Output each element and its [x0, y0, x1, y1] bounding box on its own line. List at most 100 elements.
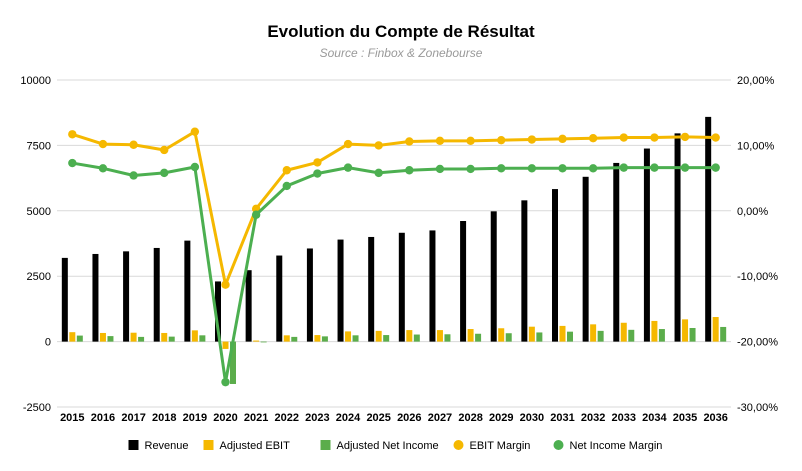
bar	[337, 239, 344, 342]
data-point	[251, 210, 261, 219]
bar	[383, 335, 390, 342]
bar-series	[61, 116, 727, 384]
right-axis-ticks: -30,00% -20,00% -10,00% 0,00% 10,00% 20,00%	[737, 75, 778, 414]
data-point	[129, 140, 138, 149]
x-axis-tick-label: 2034	[642, 412, 667, 424]
data-point	[680, 132, 690, 142]
data-point	[711, 133, 720, 142]
chart-title: Evolution du Compte de Résultat	[267, 22, 535, 41]
bar	[253, 340, 260, 342]
data-point	[619, 163, 628, 172]
bar	[130, 332, 137, 342]
bar	[467, 329, 474, 342]
bar	[138, 336, 145, 342]
bar	[651, 320, 658, 342]
bar	[199, 335, 206, 342]
bar	[597, 330, 604, 342]
bar	[92, 253, 99, 342]
data-point	[650, 163, 659, 172]
bar	[245, 270, 252, 342]
x-axis-tick-label: 2024	[336, 412, 361, 424]
data-point	[435, 136, 445, 146]
data-point	[497, 164, 506, 173]
data-point	[435, 164, 445, 174]
data-point	[650, 133, 659, 142]
legend-swatch	[203, 440, 214, 450]
data-point	[343, 139, 353, 149]
data-point	[68, 158, 77, 168]
x-axis-tick-label: 2023	[305, 412, 329, 424]
bar	[61, 257, 68, 342]
bar	[321, 336, 328, 342]
series-line	[71, 130, 716, 287]
data-point	[680, 163, 690, 172]
data-point	[190, 162, 200, 172]
right-axis-tick-label: 10,00%	[737, 140, 775, 152]
line-series	[68, 127, 720, 387]
legend-swatch	[453, 440, 464, 450]
bar	[230, 341, 236, 384]
legend-label: Revenue	[145, 440, 189, 452]
data-point	[711, 163, 720, 172]
legend-label: Net Income Margin	[570, 440, 663, 452]
bar	[582, 176, 589, 342]
data-point	[160, 145, 169, 155]
data-point	[374, 168, 383, 178]
left-axis-tick-label: 2500	[27, 271, 51, 283]
legend: Revenue Adjusted EBIT Adjusted Net Income E…	[128, 440, 663, 452]
bar	[260, 341, 267, 343]
x-axis-tick-label: 2035	[673, 412, 697, 424]
data-point	[588, 134, 598, 143]
x-axis-tick-label: 2015	[60, 412, 84, 424]
data-point	[558, 164, 567, 173]
data-point	[405, 166, 414, 175]
bar	[413, 334, 420, 342]
bar	[76, 335, 83, 342]
bar	[352, 335, 359, 342]
bar	[291, 336, 298, 342]
bar	[99, 332, 106, 342]
data-point	[558, 134, 567, 144]
x-axis-tick-label: 2017	[121, 412, 145, 424]
bar	[283, 335, 290, 342]
x-axis-tick-label: 2027	[428, 412, 452, 424]
bar	[153, 247, 160, 342]
bar	[345, 331, 352, 342]
data-point	[313, 169, 322, 178]
x-axis-tick-label: 2036	[703, 412, 727, 424]
bar	[490, 211, 497, 342]
legend-swatch	[128, 440, 139, 450]
data-point	[282, 166, 291, 175]
left-axis-tick-label: 10000	[20, 75, 51, 87]
x-axis-ticks: 2015 2016 2017 2018 2019 2020 2021 2022 2023 2024…	[60, 412, 728, 424]
data-point	[527, 164, 537, 173]
x-axis-tick-label: 2022	[275, 412, 299, 424]
bar	[682, 319, 689, 342]
right-axis-tick-label: -30,00%	[737, 402, 778, 414]
data-point	[588, 164, 598, 173]
right-axis-tick-label: 20,00%	[737, 75, 775, 87]
bar	[306, 248, 313, 342]
bar	[613, 162, 620, 342]
data-point	[129, 171, 138, 180]
bar	[215, 281, 221, 342]
data-point	[466, 136, 475, 146]
right-axis-tick-label: 0,00%	[737, 206, 768, 218]
bar	[521, 200, 528, 342]
series-line	[72, 161, 716, 384]
bar	[123, 251, 130, 342]
bar	[689, 327, 696, 342]
bar	[559, 325, 566, 342]
bar	[184, 240, 191, 342]
bar	[628, 329, 635, 342]
bar	[528, 326, 535, 342]
left-axis-tick-label: 7500	[27, 140, 51, 152]
data-point	[466, 164, 475, 174]
right-axis-tick-label: -20,00%	[737, 337, 778, 349]
bar	[567, 331, 573, 342]
data-point	[313, 158, 322, 167]
data-point	[221, 280, 230, 289]
x-axis-tick-label: 2031	[550, 412, 574, 424]
bar	[658, 329, 665, 342]
